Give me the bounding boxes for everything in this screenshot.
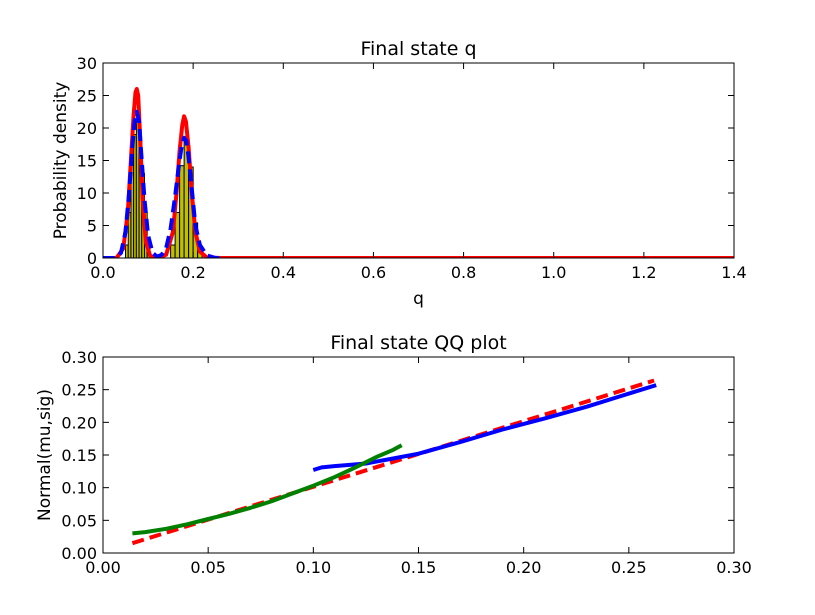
histogram-bars bbox=[125, 121, 203, 258]
chart-title: Final state QQ plot bbox=[330, 332, 506, 354]
x-tick-label: 0.4 bbox=[271, 263, 296, 282]
series-line-0 bbox=[103, 87, 734, 258]
y-tick-label: 20 bbox=[77, 119, 97, 138]
x-tick-label: 1.4 bbox=[721, 263, 746, 282]
x-tick-label: 1.2 bbox=[631, 263, 656, 282]
x-tick-label: 0.05 bbox=[190, 558, 226, 577]
x-tick-label: 0.00 bbox=[85, 558, 121, 577]
histogram-bar bbox=[179, 165, 185, 258]
y-tick-label: 0.30 bbox=[61, 348, 97, 367]
y-axis-title: Normal(mu,sig) bbox=[35, 389, 55, 521]
y-tick-label: 30 bbox=[77, 54, 97, 73]
x-tick-label: 0.20 bbox=[506, 558, 542, 577]
x-tick-label: 0.15 bbox=[401, 558, 437, 577]
y-tick-label: 0.25 bbox=[61, 381, 97, 400]
y-tick-label: 0 bbox=[87, 249, 97, 268]
y-tick-label: 10 bbox=[77, 184, 97, 203]
y-tick-label: 25 bbox=[77, 87, 97, 106]
x-tick-label: 0.6 bbox=[361, 263, 386, 282]
x-tick-label: 0.2 bbox=[180, 263, 205, 282]
histogram-panel: 0.0 0.2 0.4 0.6 0.8 1.0 1.2 1.4 0 5 10 15 20 25 30 Fina… bbox=[51, 38, 747, 309]
y-tick-label: 15 bbox=[77, 152, 97, 171]
x-tick-label: 0.30 bbox=[716, 558, 752, 577]
series-line-1 bbox=[103, 109, 225, 258]
y-tick-label: 0.20 bbox=[61, 413, 97, 432]
x-tick-label: 0.8 bbox=[451, 263, 476, 282]
y-tick-label: 5 bbox=[87, 217, 97, 236]
y-tick-label: 0.05 bbox=[61, 511, 97, 530]
x-tick-label: 0.25 bbox=[611, 558, 647, 577]
series-line-2 bbox=[132, 443, 403, 536]
x-axis-title: q bbox=[413, 289, 424, 309]
y-tick-label: 0.10 bbox=[61, 479, 97, 498]
chart-title: Final state q bbox=[360, 38, 476, 60]
x-tick-label: 1.0 bbox=[541, 263, 566, 282]
series-line-1 bbox=[312, 383, 657, 472]
y-tick-label: 0.00 bbox=[61, 544, 97, 563]
x-tick-label: 0.10 bbox=[296, 558, 332, 577]
histogram-bar bbox=[170, 244, 176, 258]
y-axis-title: Probability density bbox=[51, 82, 71, 240]
y-tick-label: 0.15 bbox=[61, 446, 97, 465]
qq-plot-panel: 0.00 0.05 0.10 0.15 0.20 0.25 0.30 0.00 0.05 0.10… bbox=[35, 332, 752, 577]
x-tick-label: 0.0 bbox=[90, 263, 115, 282]
